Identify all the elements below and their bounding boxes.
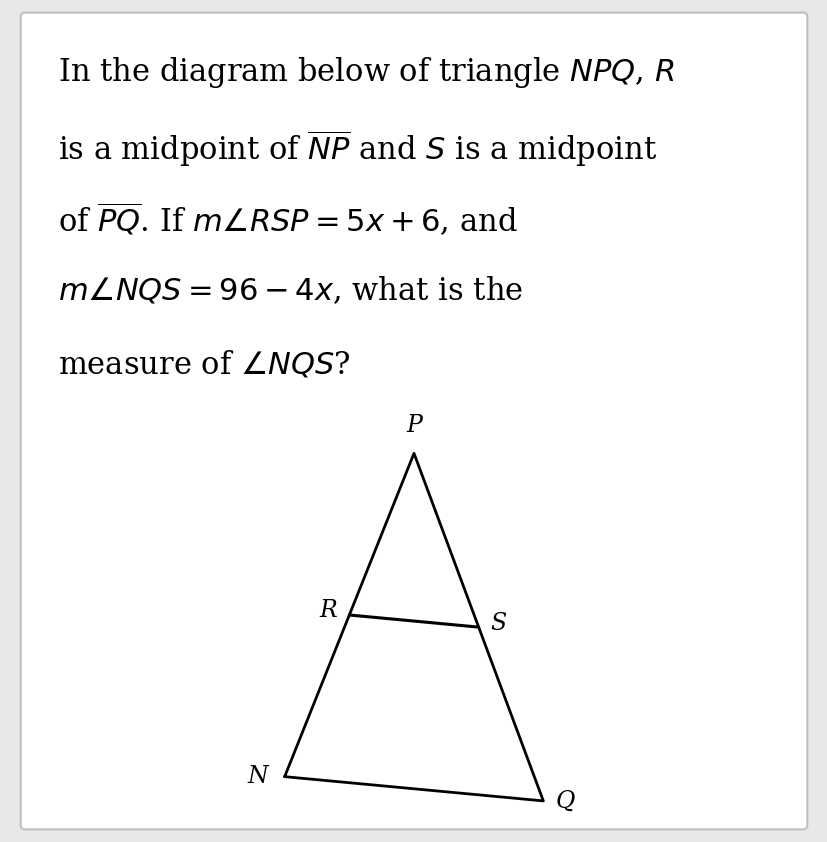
FancyBboxPatch shape bbox=[21, 13, 806, 829]
Text: R: R bbox=[319, 600, 337, 622]
Text: Q: Q bbox=[555, 790, 574, 813]
Text: P: P bbox=[405, 414, 422, 437]
Text: In the diagram below of triangle $\mathit{NPQ}$, $\mathit{R}$: In the diagram below of triangle $\mathi… bbox=[58, 55, 674, 90]
Text: is a midpoint of $\mathit{\overline{NP}}$ and $\mathit{S}$ is a midpoint: is a midpoint of $\mathit{\overline{NP}}… bbox=[58, 129, 657, 169]
Text: measure of $\angle\mathit{NQS}$?: measure of $\angle\mathit{NQS}$? bbox=[58, 349, 350, 381]
Text: S: S bbox=[490, 611, 506, 635]
Text: N: N bbox=[247, 765, 268, 788]
Text: $m\angle\mathit{NQS} = 96 - 4x$, what is the: $m\angle\mathit{NQS} = 96 - 4x$, what is… bbox=[58, 276, 523, 307]
Text: of $\mathit{\overline{PQ}}$. If $m\angle\mathit{RSP} = 5x + 6$, and: of $\mathit{\overline{PQ}}$. If $m\angle… bbox=[58, 202, 517, 239]
